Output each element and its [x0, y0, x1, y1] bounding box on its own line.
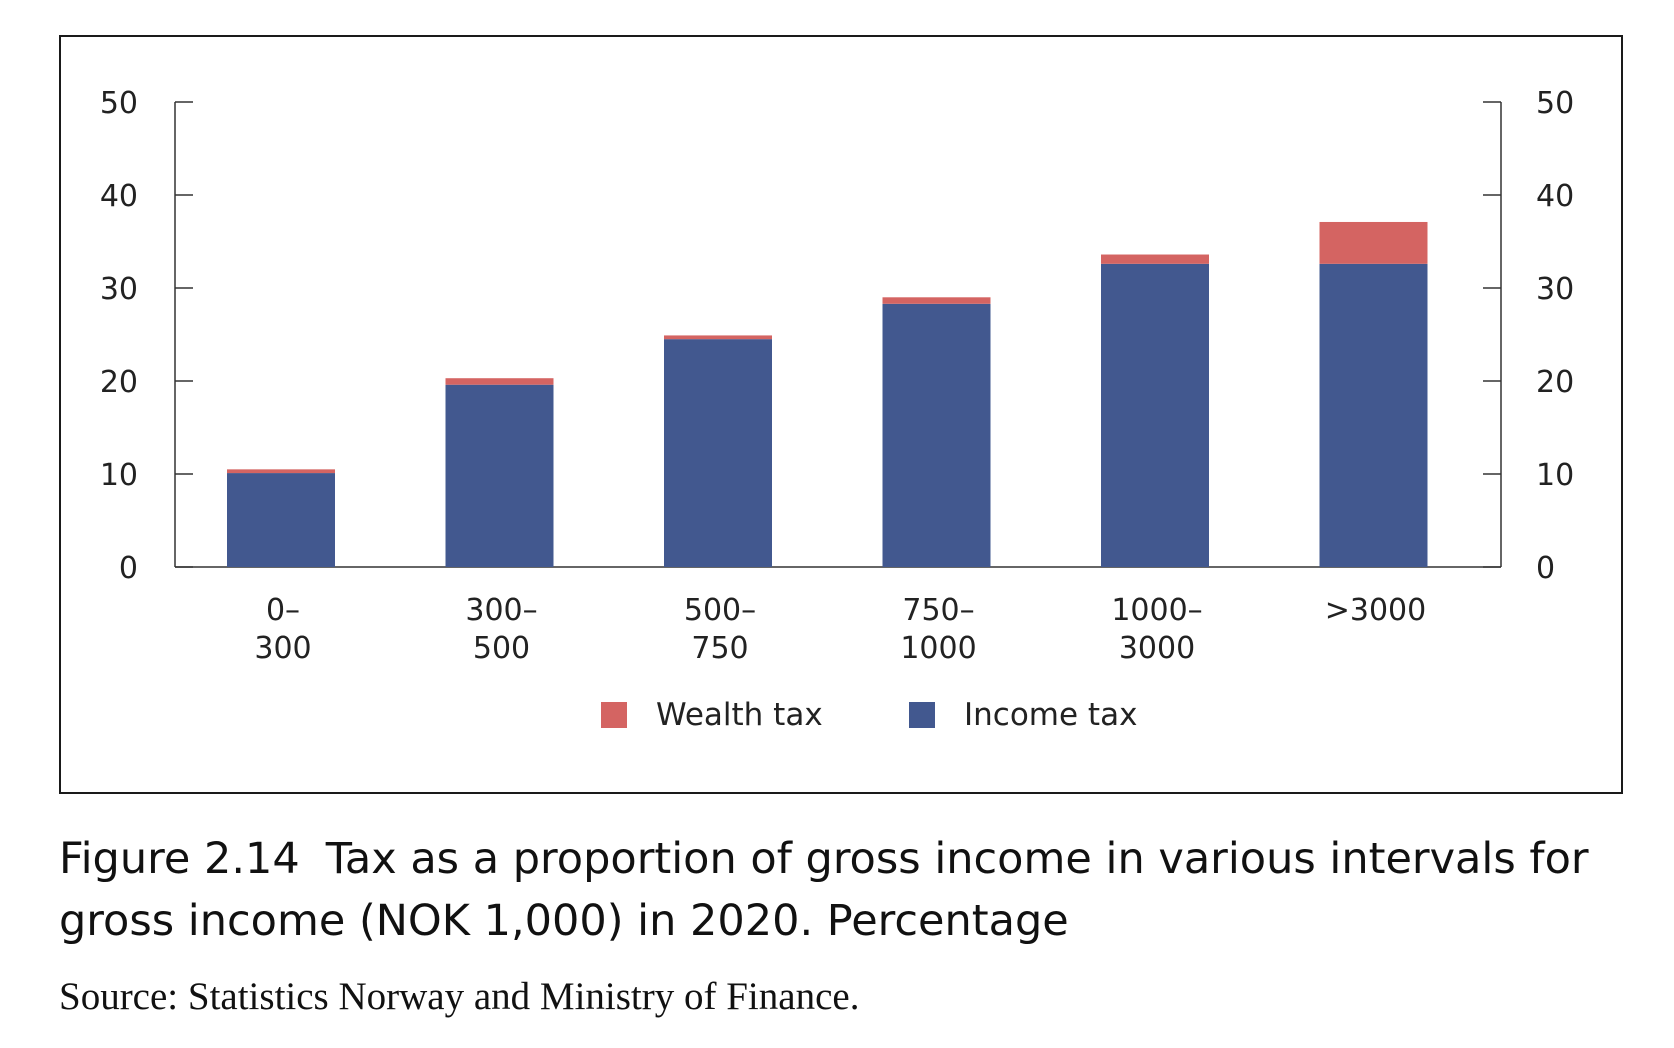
- x-tick-label: >3000: [1325, 593, 1426, 628]
- y-tick-label-left: 10: [100, 458, 138, 493]
- x-tick-label: 3000: [1119, 631, 1195, 666]
- bar-income-tax: [882, 303, 991, 567]
- x-tick-label: 500–: [684, 593, 756, 628]
- bar-wealth-tax: [1101, 254, 1209, 264]
- bar-income-tax: [227, 473, 335, 567]
- y-tick-label-left: 20: [100, 365, 138, 400]
- y-tick-label-right: 0: [1536, 551, 1555, 586]
- bar-income-tax: [1319, 263, 1428, 567]
- chart-frame: 0 0 10 10 20 20 30 30 40 40 50 50 0– 300 300– 500 500– 75…: [59, 35, 1623, 794]
- y-tick-label-right: 20: [1536, 365, 1574, 400]
- x-tick-label: 750: [691, 631, 748, 666]
- y-tick-label-right: 40: [1536, 179, 1574, 214]
- bar-income-tax: [664, 339, 772, 567]
- x-tick-label: 300: [254, 631, 311, 666]
- bar-wealth-tax: [664, 335, 772, 340]
- x-tick-label: 300–: [465, 593, 537, 628]
- bar-wealth-tax: [445, 378, 554, 385]
- legend-label-wealth-tax: Wealth tax: [656, 697, 823, 733]
- figure-caption: Figure 2.14 Tax as a proportion of gross …: [59, 828, 1659, 952]
- bar-wealth-tax: [1319, 221, 1428, 264]
- y-tick-label-left: 50: [100, 86, 138, 121]
- figure-source: Source: Statistics Norway and Ministry o…: [59, 975, 860, 1018]
- legend-swatch-wealth-tax: [601, 702, 627, 728]
- x-tick-label: 1000–: [1111, 593, 1202, 628]
- y-tick-label-left: 30: [100, 272, 138, 307]
- x-tick-label: 500: [473, 631, 530, 666]
- legend-label-income-tax: Income tax: [964, 697, 1137, 733]
- y-tick-label-left: 40: [100, 179, 138, 214]
- bar-wealth-tax: [882, 297, 991, 304]
- x-tick-label: 1000: [900, 631, 976, 666]
- bar-income-tax: [445, 384, 554, 567]
- bar-wealth-tax: [227, 469, 335, 474]
- figure-number: Figure 2.14: [59, 834, 300, 884]
- bar-income-tax: [1101, 263, 1209, 567]
- y-tick-label-right: 50: [1536, 86, 1574, 121]
- x-tick-label: 750–: [902, 593, 974, 628]
- y-tick-label-right: 10: [1536, 458, 1574, 493]
- y-tick-label-left: 0: [119, 551, 138, 586]
- x-tick-label: 0–: [266, 593, 300, 628]
- y-tick-label-right: 30: [1536, 272, 1574, 307]
- legend-swatch-income-tax: [909, 702, 935, 728]
- figure-title: Tax as a proportion of gross income in v…: [59, 834, 1589, 946]
